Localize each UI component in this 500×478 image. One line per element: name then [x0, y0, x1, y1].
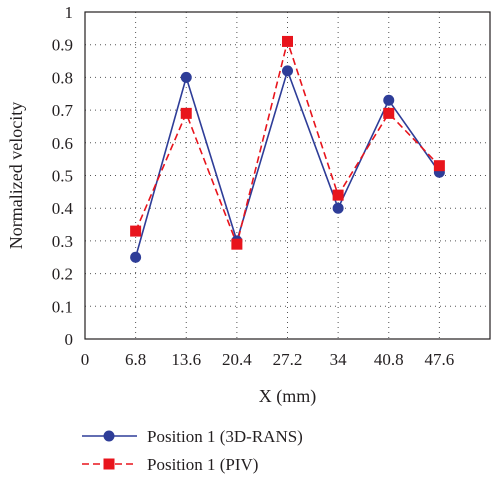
data-point: [130, 225, 142, 237]
x-tick-label: 27.2: [273, 350, 303, 369]
y-tick-label: 0.8: [52, 68, 73, 87]
y-tick-label: 0.3: [52, 232, 73, 251]
x-tick-label: 20.4: [222, 350, 252, 369]
data-point: [282, 65, 293, 77]
data-point: [332, 202, 344, 214]
data-point: [103, 458, 115, 470]
x-tick-label: 13.6: [171, 350, 201, 369]
data-point: [383, 107, 395, 119]
y-tick-label: 0.9: [52, 36, 73, 55]
y-tick-label: 0.2: [52, 265, 73, 284]
x-axis-label: X (mm): [259, 386, 317, 407]
data-point: [180, 71, 192, 83]
plot-border: [84, 11, 491, 340]
y-tick-label: 0: [65, 330, 74, 349]
x-tick-label: 40.8: [374, 350, 404, 369]
y-tick-label: 0.5: [52, 167, 73, 186]
legend-label: Position 1 (PIV): [147, 455, 258, 474]
x-tick-label: 6.8: [125, 350, 146, 369]
y-tick-label: 0.1: [52, 297, 73, 316]
legend-label: Position 1 (3D-RANS): [147, 427, 303, 446]
y-axis-label: Normalized velocity: [6, 102, 26, 249]
data-point: [180, 107, 192, 119]
legend: Position 1 (3D-RANS) Position 1 (PIV): [82, 427, 303, 474]
data-point: [383, 94, 395, 106]
data-point: [282, 35, 293, 47]
data-point: [231, 238, 243, 250]
x-tick-label: 47.6: [425, 350, 455, 369]
y-tick-label: 0.4: [52, 199, 74, 218]
grid: [85, 12, 490, 339]
data-point: [332, 189, 344, 201]
data-point: [103, 430, 115, 442]
y-tick-label: 0.7: [52, 101, 74, 120]
x-tick-label: 0: [81, 350, 90, 369]
data-point: [433, 160, 445, 172]
x-tick-labels: 0 6.8 13.6 20.4 27.2 34 40.8 47.6: [81, 350, 455, 369]
y-tick-labels: 0 0.1 0.2 0.3 0.4 0.5 0.6 0.7 0.8 0.9 1: [52, 3, 74, 349]
y-tick-label: 1: [65, 3, 74, 22]
series: [130, 35, 445, 263]
y-tick-label: 0.6: [52, 134, 73, 153]
data-point: [130, 251, 142, 263]
x-tick-label: 34: [330, 350, 348, 369]
plot-frame: [84, 11, 491, 340]
